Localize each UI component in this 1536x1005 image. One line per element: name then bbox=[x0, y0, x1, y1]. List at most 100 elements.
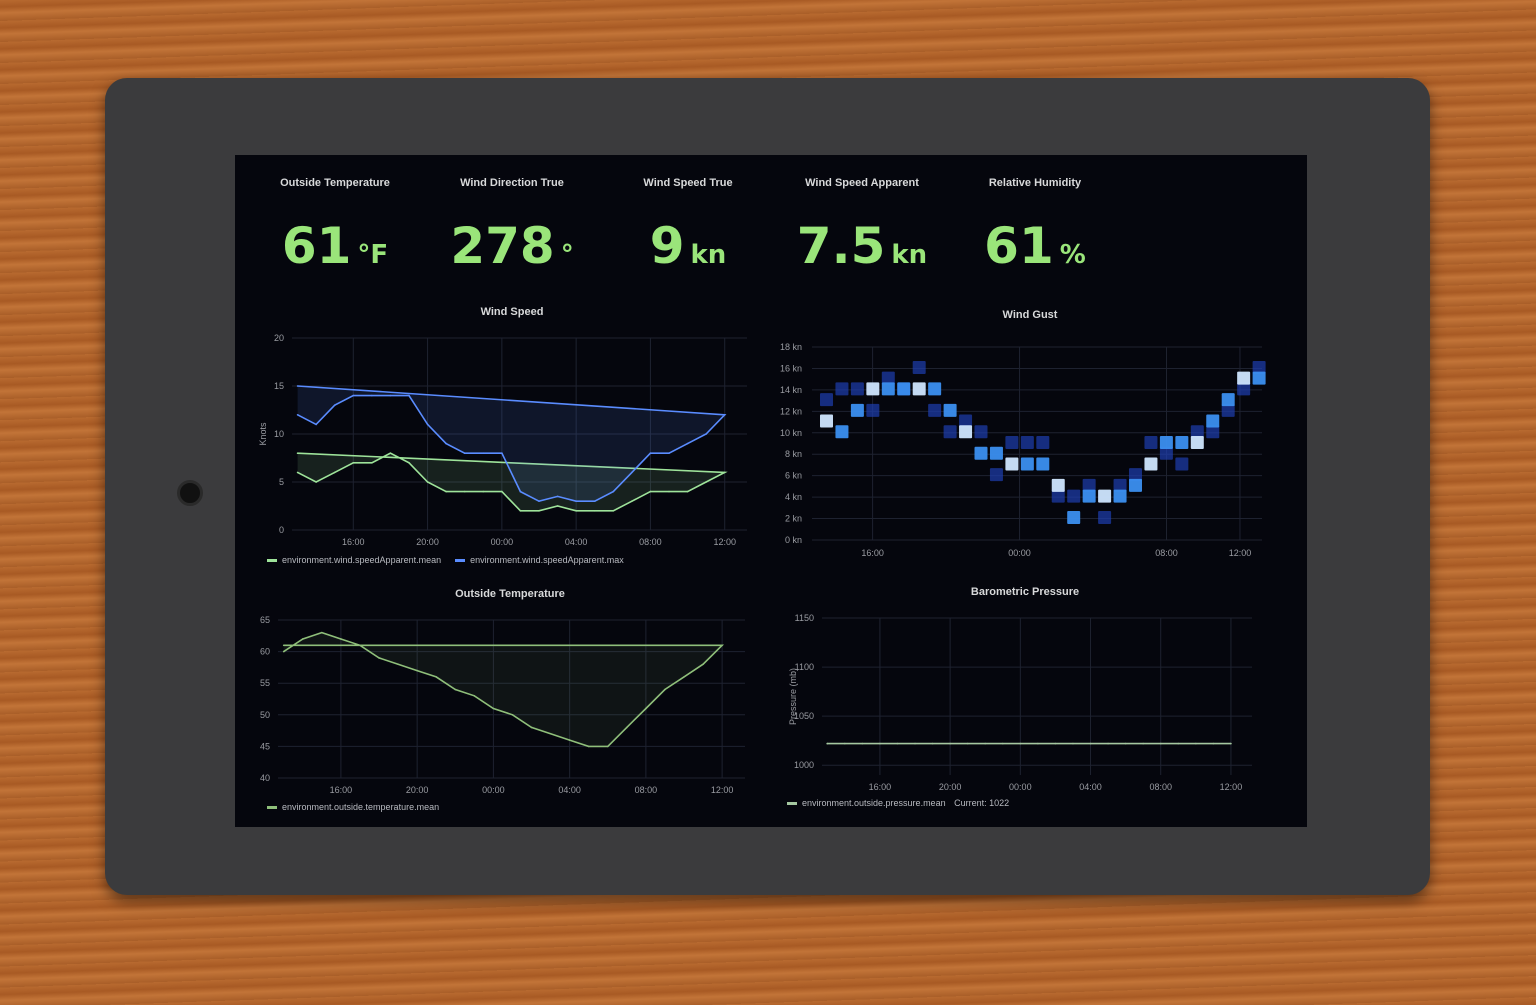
stat-value: 61 bbox=[281, 217, 352, 275]
data-point bbox=[1142, 742, 1144, 745]
heatmap-cell bbox=[1098, 511, 1112, 525]
series-area bbox=[827, 743, 1231, 775]
stat-title: Wind Speed Apparent bbox=[805, 177, 919, 189]
data-point bbox=[1001, 742, 1004, 745]
data-point bbox=[966, 742, 969, 745]
heatmap-cell bbox=[974, 425, 988, 439]
data-point bbox=[626, 726, 628, 729]
data-point bbox=[683, 676, 685, 678]
data-point bbox=[389, 452, 392, 454]
stat-relative-humidity[interactable]: Relative Humidity 61% bbox=[950, 177, 1120, 275]
wind-gust-heatmap[interactable]: 0 kn 2 kn 4 kn 6 kn 8 kn 10 kn 12 kn 14 kn 16 kn… bbox=[770, 335, 1270, 560]
outside-temperature-chart[interactable]: 40 45 50 55 60 65 16:00 20:00 00:00 04:00 08:00 12:… bbox=[245, 610, 755, 795]
y-tick-label: 5 bbox=[279, 477, 284, 487]
y-tick-label: 45 bbox=[260, 741, 270, 751]
stat-title: Outside Temperature bbox=[280, 177, 390, 189]
data-point bbox=[473, 695, 476, 697]
stat-value: 61 bbox=[984, 217, 1054, 275]
data-point bbox=[1089, 742, 1092, 745]
data-point bbox=[359, 644, 361, 647]
stat-unit: kn bbox=[891, 240, 928, 270]
stat-outside-temperature[interactable]: Outside Temperature 61 °F bbox=[250, 177, 420, 275]
heatmap-cell bbox=[1206, 425, 1220, 439]
wind-speed-chart[interactable]: 0 5 10 15 20 16:00 20:00 00:00 04:00 08:00 12:00 Kn… bbox=[255, 325, 755, 545]
heatmap-cell bbox=[1144, 436, 1158, 449]
x-tick-label: 16:00 bbox=[342, 537, 365, 545]
legend-item-pressure[interactable]: environment.outside.pressure.mean Curren… bbox=[787, 798, 1009, 808]
barometric-pressure-chart[interactable]: 1000 1050 1100 1150 16:00 20:00 00:00 04:00 08:0… bbox=[775, 608, 1265, 793]
y-tick-label: 1150 bbox=[795, 613, 814, 623]
heatmap-cell bbox=[1036, 436, 1050, 449]
heatmap-cell bbox=[1159, 446, 1173, 460]
heatmap-cell bbox=[881, 382, 895, 396]
data-point bbox=[686, 490, 689, 493]
legend-item-temperature[interactable]: environment.outside.temperature.mean bbox=[267, 802, 439, 812]
stat-unit: kn bbox=[690, 240, 727, 270]
legend-item-mean[interactable]: environment.wind.speedApparent.mean bbox=[267, 555, 441, 565]
data-point bbox=[435, 676, 438, 678]
x-tick-label: 00:00 bbox=[1009, 782, 1032, 792]
data-point bbox=[593, 510, 596, 512]
x-tick-label: 16:00 bbox=[861, 548, 884, 558]
y-axis-label: Pressure (mb) bbox=[788, 668, 798, 725]
x-tick-label: 20:00 bbox=[416, 537, 439, 545]
data-point bbox=[645, 707, 647, 710]
heatmap-cell bbox=[866, 403, 880, 417]
stat-wind-speed-apparent[interactable]: Wind Speed Apparent 7.5 kn bbox=[777, 177, 947, 275]
y-tick-label: 2 kn bbox=[785, 514, 802, 524]
data-point bbox=[530, 726, 533, 729]
wind-speed-legend: environment.wind.speedApparent.mean envi… bbox=[267, 555, 624, 565]
panel-title-wind-speed[interactable]: Wind Speed bbox=[480, 306, 544, 318]
x-tick-label: 04:00 bbox=[1079, 782, 1102, 792]
heatmap-cell bbox=[1206, 414, 1220, 428]
data-point bbox=[575, 510, 577, 512]
data-point bbox=[1072, 742, 1074, 745]
data-point bbox=[296, 471, 299, 474]
y-tick-label: 14 kn bbox=[780, 385, 802, 395]
heatmap-cell bbox=[959, 414, 973, 428]
heatmap-cell bbox=[1020, 436, 1034, 449]
heatmap-cell bbox=[928, 403, 942, 417]
data-point bbox=[575, 500, 577, 502]
data-point bbox=[949, 742, 951, 745]
stat-wind-speed-true[interactable]: Wind Speed True 9 kn bbox=[603, 177, 773, 275]
data-point bbox=[826, 742, 829, 745]
data-point bbox=[282, 650, 285, 653]
heatmap-cell bbox=[912, 360, 926, 374]
heatmap-cell bbox=[1190, 425, 1204, 439]
data-point bbox=[861, 742, 864, 745]
data-point bbox=[1195, 742, 1197, 745]
data-point bbox=[1159, 742, 1162, 745]
y-tick-label: 1000 bbox=[794, 760, 814, 770]
data-point bbox=[408, 394, 410, 397]
y-tick-label: 8 kn bbox=[785, 449, 802, 459]
data-point bbox=[408, 462, 410, 464]
data-point bbox=[879, 742, 881, 745]
data-point bbox=[426, 423, 429, 426]
heatmap-cell bbox=[850, 403, 864, 417]
heatmap-cell bbox=[989, 468, 1003, 482]
panel-title-wind-gust[interactable]: Wind Gust bbox=[1002, 309, 1058, 321]
data-point bbox=[668, 452, 670, 454]
panel-title-barometric-pressure[interactable]: Barometric Pressure bbox=[970, 586, 1080, 598]
data-point bbox=[352, 394, 355, 397]
legend-item-max[interactable]: environment.wind.speedApparent.max bbox=[455, 555, 624, 565]
y-tick-label: 0 bbox=[279, 525, 284, 535]
y-tick-label: 6 kn bbox=[785, 471, 802, 481]
data-point bbox=[631, 500, 633, 502]
data-point bbox=[686, 442, 689, 445]
y-tick-label: 15 bbox=[274, 381, 284, 391]
stat-value: 9 bbox=[649, 217, 685, 275]
temperature-legend: environment.outside.temperature.mean bbox=[267, 802, 439, 812]
data-point bbox=[371, 394, 373, 397]
data-point bbox=[587, 745, 590, 748]
heatmap-cell bbox=[881, 371, 895, 385]
heatmap-cell bbox=[1051, 478, 1065, 492]
heatmap-cell bbox=[943, 403, 957, 417]
data-point bbox=[1054, 742, 1057, 745]
data-point bbox=[844, 742, 846, 745]
heatmap-cell bbox=[850, 382, 864, 396]
panel-title-outside-temperature[interactable]: Outside Temperature bbox=[455, 588, 565, 600]
stat-wind-direction[interactable]: Wind Direction True 278 ° bbox=[427, 177, 597, 275]
data-point bbox=[1037, 742, 1039, 745]
